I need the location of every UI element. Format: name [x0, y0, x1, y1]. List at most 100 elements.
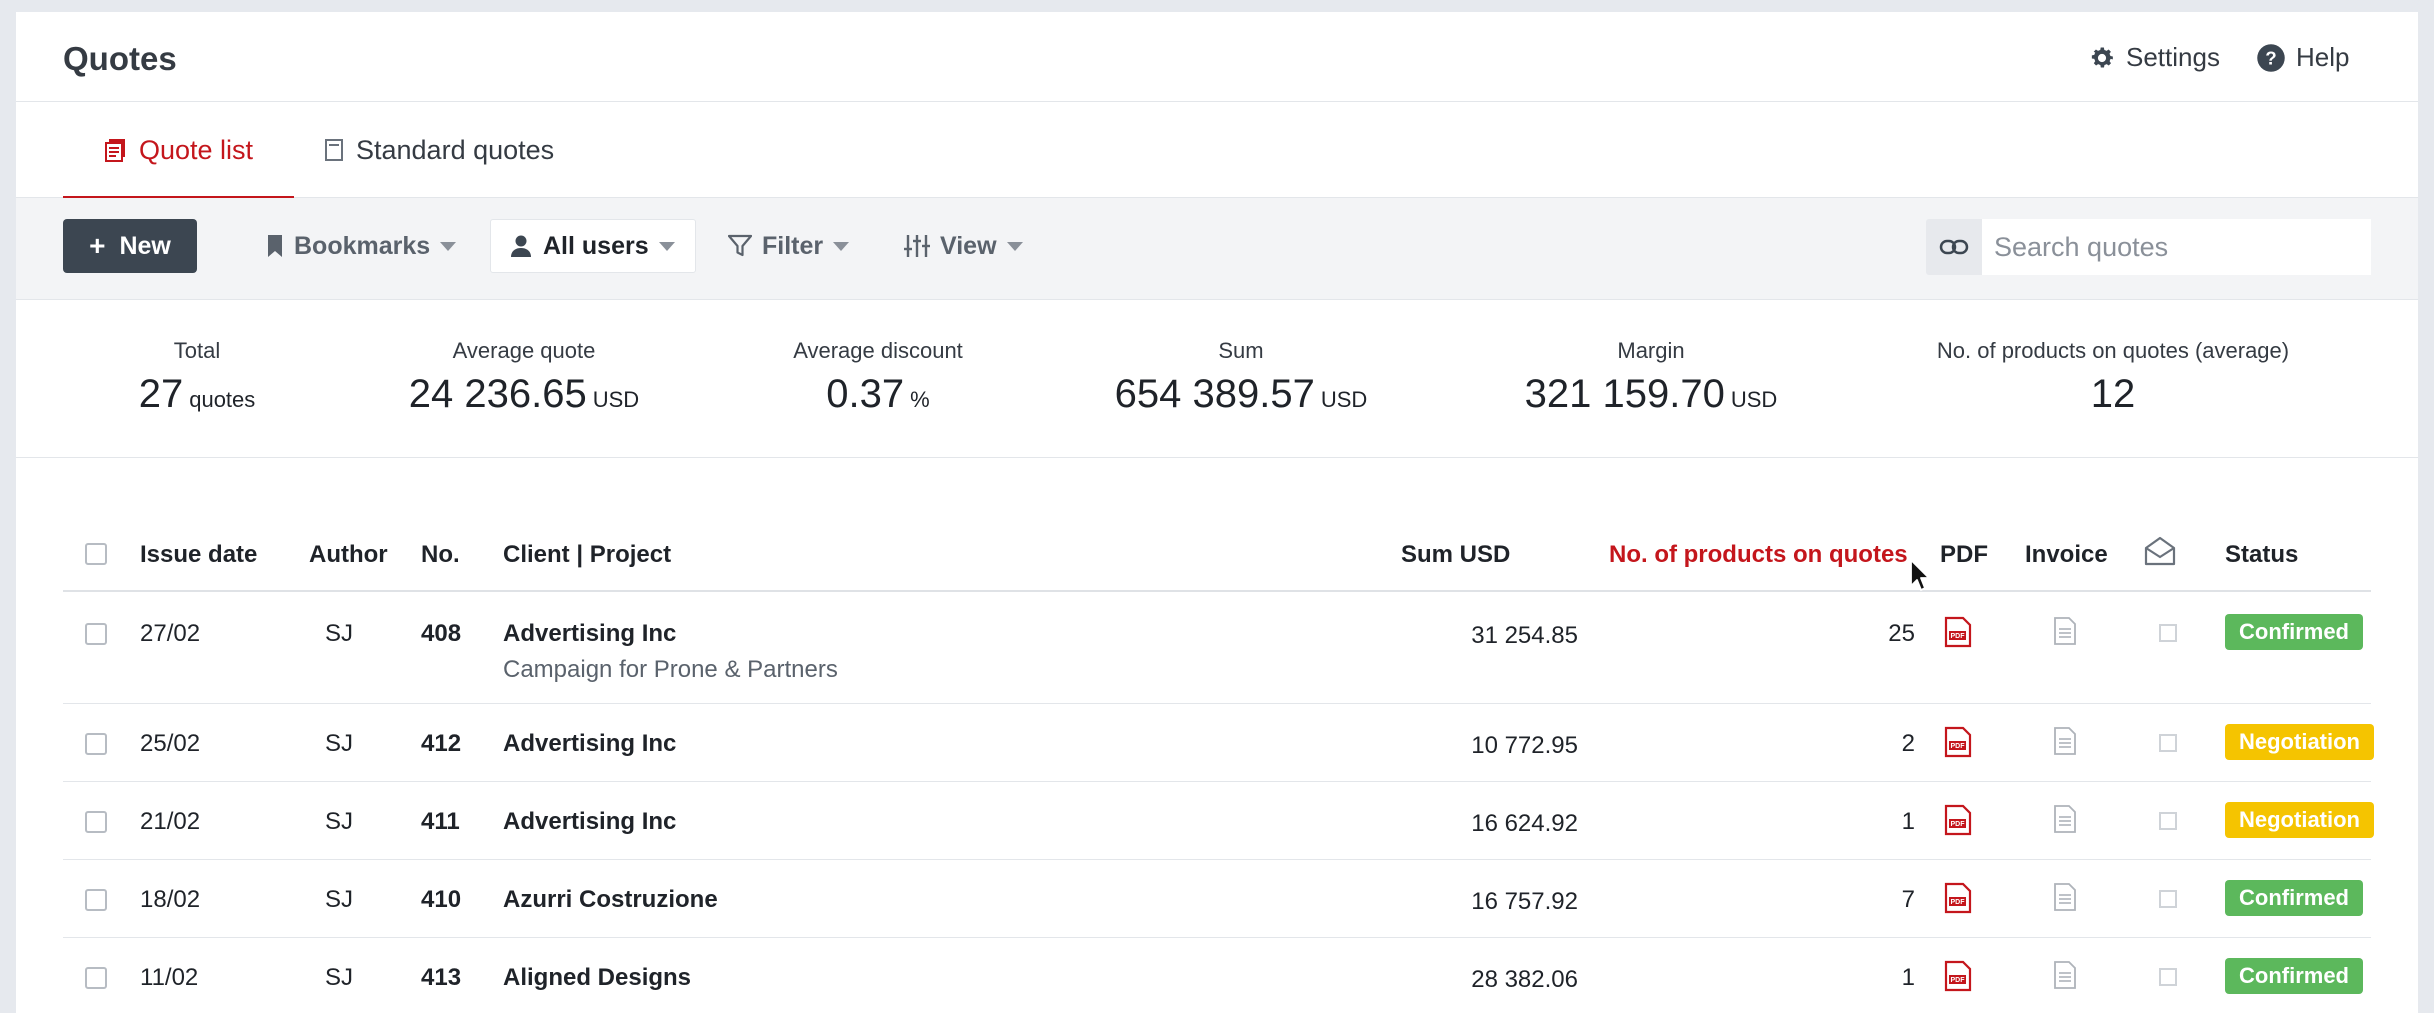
- link-button[interactable]: [1926, 219, 1982, 275]
- svg-text:PDF: PDF: [1951, 743, 1966, 750]
- new-button-label: New: [119, 231, 171, 260]
- table-row[interactable]: 27/02 SJ 408 Advertising Inc Campaign fo…: [63, 594, 2371, 704]
- row-checkbox[interactable]: [85, 889, 107, 911]
- column-issue-date[interactable]: Issue date: [140, 541, 258, 568]
- client-name[interactable]: Advertising Inc: [503, 620, 677, 647]
- settings-label: Settings: [2126, 42, 2220, 72]
- pdf-icon[interactable]: PDF: [1943, 882, 1973, 914]
- row-checkbox[interactable]: [85, 811, 107, 833]
- column-author[interactable]: Author: [309, 541, 388, 568]
- invoice-document-icon[interactable]: [2053, 726, 2077, 756]
- table-row[interactable]: 25/02 SJ 412 Advertising Inc 10 772.95 2…: [63, 704, 2374, 782]
- invoice-document-icon[interactable]: [2053, 804, 2077, 834]
- row-checkbox[interactable]: [85, 623, 107, 645]
- table-header: Issue date Author No. Client | Project S…: [63, 512, 2371, 592]
- envelope-icon[interactable]: [2144, 536, 2176, 566]
- stat-average-quote-label: Average quote: [452, 338, 596, 363]
- column-pdf[interactable]: PDF: [1940, 541, 1988, 568]
- row-checkbox[interactable]: [85, 733, 107, 755]
- column-products-on-quotes[interactable]: No. of products on quotes: [1609, 541, 1908, 568]
- svg-text:PDF: PDF: [1951, 977, 1966, 984]
- view-dropdown[interactable]: View: [904, 219, 1023, 273]
- column-status[interactable]: Status: [2225, 541, 2299, 568]
- select-all-checkbox[interactable]: [85, 543, 107, 565]
- stat-average-quote-unit: USD: [592, 387, 640, 412]
- help-icon: ?: [2257, 43, 2285, 72]
- help-link[interactable]: ? Help: [2256, 42, 2349, 73]
- users-dropdown[interactable]: All users: [490, 219, 696, 273]
- pdf-icon[interactable]: PDF: [1943, 804, 1973, 836]
- products-count: 1: [1901, 964, 1915, 991]
- row-checkbox[interactable]: [85, 967, 107, 989]
- stat-average-quote: Average quote 24 236.65 USD: [409, 338, 639, 417]
- issue-date: 27/02: [140, 620, 201, 647]
- bookmarks-dropdown[interactable]: Bookmarks: [266, 219, 457, 273]
- pdf-icon[interactable]: PDF: [1943, 960, 1973, 992]
- new-quote-button[interactable]: + New: [63, 219, 197, 273]
- author: SJ: [325, 964, 354, 991]
- quote-number[interactable]: 408: [421, 620, 462, 647]
- project-name[interactable]: Campaign for Prone & Partners: [503, 656, 838, 683]
- stat-margin-label: Margin: [1617, 338, 1685, 363]
- filter-dropdown[interactable]: Filter: [728, 219, 850, 273]
- table-row[interactable]: 21/02 SJ 411 Advertising Inc 16 624.92 1…: [63, 782, 2374, 860]
- quote-number[interactable]: 410: [421, 886, 462, 913]
- chevron-down-icon: [440, 241, 457, 251]
- svg-text:?: ?: [2265, 47, 2276, 68]
- user-icon: [511, 235, 531, 257]
- table-row[interactable]: 11/02 SJ 413 Aligned Designs 28 382.06 1…: [63, 938, 2371, 1013]
- issue-date: 18/02: [140, 886, 201, 913]
- client-name[interactable]: Advertising Inc: [503, 730, 677, 757]
- products-count: 2: [1901, 730, 1915, 757]
- column-no[interactable]: No.: [421, 541, 460, 568]
- stat-products-average-label: No. of products on quotes (average): [1936, 338, 2290, 363]
- filter-icon: [728, 234, 752, 257]
- pdf-icon[interactable]: PDF: [1943, 726, 1973, 758]
- status-badge[interactable]: Negotiation: [2225, 802, 2374, 838]
- author: SJ: [325, 620, 354, 647]
- invoice-document-icon[interactable]: [2053, 960, 2077, 990]
- author: SJ: [325, 730, 354, 757]
- quote-number[interactable]: 412: [421, 730, 462, 757]
- sent-checkbox[interactable]: [2159, 624, 2177, 642]
- table-row[interactable]: 18/02 SJ 410 Azurri Costruzione 16 757.9…: [63, 860, 2371, 938]
- status-badge[interactable]: Confirmed: [2225, 958, 2363, 994]
- column-invoice[interactable]: Invoice: [2025, 541, 2108, 568]
- page-title: Quotes: [63, 40, 177, 77]
- invoice-document-icon[interactable]: [2053, 616, 2077, 646]
- products-count: 7: [1901, 886, 1915, 913]
- stat-products-average: No. of products on quotes (average) 12: [1937, 338, 2289, 417]
- filter-label: Filter: [762, 231, 824, 260]
- pdf-icon[interactable]: PDF: [1943, 616, 1973, 648]
- quote-number[interactable]: 413: [421, 964, 462, 991]
- sent-checkbox[interactable]: [2159, 812, 2177, 830]
- status-badge[interactable]: Negotiation: [2225, 724, 2374, 760]
- svg-text:PDF: PDF: [1951, 821, 1966, 828]
- stat-total-label: Total: [173, 338, 221, 363]
- stat-sum-label: Sum: [1218, 338, 1264, 363]
- client-name[interactable]: Azurri Costruzione: [503, 886, 718, 913]
- quote-number[interactable]: 411: [421, 808, 460, 835]
- status-badge[interactable]: Confirmed: [2225, 880, 2363, 916]
- stat-average-quote-value: 24 236.65: [408, 372, 587, 416]
- tab-quote-list[interactable]: Quote list: [63, 102, 294, 199]
- sent-checkbox[interactable]: [2159, 968, 2177, 986]
- settings-link[interactable]: Settings: [2088, 42, 2220, 73]
- document-icon: [325, 139, 343, 161]
- quotes-page: Quotes Settings ? Help Quote list: [16, 12, 2418, 1013]
- stat-sum: Sum 654 389.57 USD: [1115, 338, 1368, 417]
- stat-sum-unit: USD: [1320, 387, 1368, 412]
- invoice-document-icon[interactable]: [2053, 882, 2077, 912]
- client-name[interactable]: Aligned Designs: [503, 964, 692, 991]
- sum-value: 28 382.06: [1471, 966, 1578, 993]
- client-name[interactable]: Advertising Inc: [503, 808, 677, 835]
- sent-checkbox[interactable]: [2159, 734, 2177, 752]
- quote-list-icon: [105, 139, 125, 162]
- column-sum[interactable]: Sum USD: [1401, 541, 1511, 568]
- search-input[interactable]: [1982, 219, 2371, 275]
- status-badge[interactable]: Confirmed: [2225, 614, 2363, 650]
- sent-checkbox[interactable]: [2159, 890, 2177, 908]
- column-client-project[interactable]: Client | Project: [503, 541, 672, 568]
- link-icon: [1939, 239, 1969, 255]
- tab-standard-quotes[interactable]: Standard quotes: [308, 102, 554, 198]
